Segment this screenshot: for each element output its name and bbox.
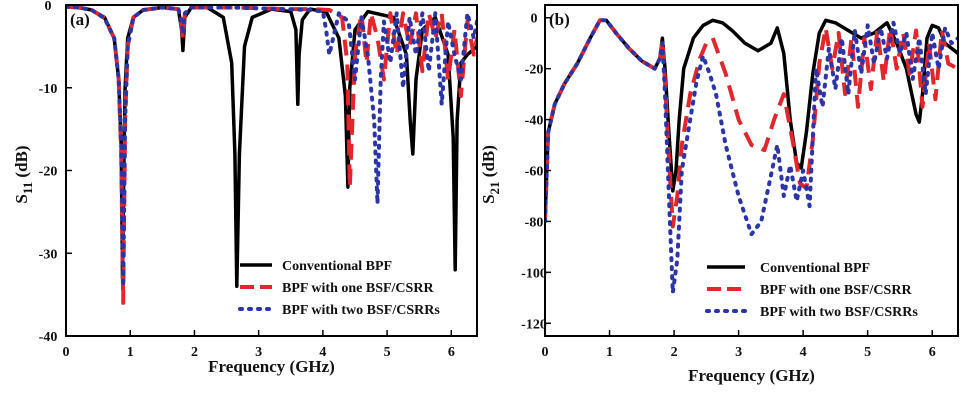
y-axis-title-sub-1: 21 <box>487 181 502 194</box>
x-tick-label-1-4: 4 <box>800 345 807 360</box>
legend-label-0-2: BPF with two BSF/CSRRs <box>282 303 440 318</box>
y-tick-label-0-4: -40 <box>39 330 58 345</box>
y-tick-label-0-3: -30 <box>39 247 58 262</box>
x-axis-title-0: Frequency (GHz) <box>208 357 335 376</box>
y-axis-title-sub-0: 11 <box>20 182 35 194</box>
series-line-1-2 <box>545 18 958 295</box>
x-tick-label-0-4: 4 <box>319 345 326 360</box>
legend-label-1-1: BPF with one BSF/CSRR <box>760 283 912 298</box>
y-tick-label-0-1: -10 <box>39 82 58 97</box>
y-axis-title-1: S21 (dB) <box>479 145 502 204</box>
series-line-0-1 <box>66 5 477 305</box>
y-axis-title-unit-1: (dB) <box>479 145 498 181</box>
x-tick-label-1-0: 0 <box>542 345 549 360</box>
y-tick-label-1-3: -60 <box>525 165 544 180</box>
y-axis-title-0: S11 (dB) <box>12 145 35 203</box>
x-tick-label-0-5: 5 <box>384 345 391 360</box>
y-tick-label-0-2: -20 <box>39 165 58 180</box>
x-tick-label-0-0: 0 <box>63 345 70 360</box>
series-line-0-2 <box>66 5 477 289</box>
x-tick-label-0-2: 2 <box>191 345 198 360</box>
y-tick-label-1-4: -80 <box>525 215 544 230</box>
x-tick-label-1-1: 1 <box>606 345 613 360</box>
y-axis-title-main-1: S <box>479 194 498 203</box>
panel-label-1: (b) <box>549 10 570 29</box>
y-tick-label-1-0: 0 <box>531 12 538 27</box>
y-axis-title-unit-0: (dB) <box>12 145 31 181</box>
series-line-1-0 <box>545 18 958 222</box>
y-tick-label-1-2: -40 <box>525 114 544 129</box>
y-axis-title-main-0: S <box>12 194 31 203</box>
chart-panel-1: 0 1 2 3 4 5 6 0 -20 -40 -60 -80 -100 -120 (b) Frequency… <box>479 4 959 385</box>
legend-label-1-0: Conventional BPF <box>760 261 870 276</box>
series-group-1 <box>545 18 958 295</box>
legend-label-0-1: BPF with one BSF/CSRR <box>282 281 434 296</box>
chart-panel-0: 0 1 2 3 4 5 6 0 -10 -20 -30 -40 (a) Frequency (GHz) S1… <box>12 0 478 376</box>
x-tick-label-0-3: 3 <box>255 345 262 360</box>
legend-label-0-0: Conventional BPF <box>282 259 392 274</box>
y-tick-label-1-1: -20 <box>525 63 544 78</box>
y-tick-label-1-6: -120 <box>521 317 547 332</box>
series-line-1-1 <box>545 18 958 229</box>
y-tick-label-0-0: 0 <box>45 0 52 14</box>
series-group-0 <box>66 5 477 305</box>
x-tick-label-1-5: 5 <box>864 345 871 360</box>
y-tick-label-1-5: -100 <box>521 266 547 281</box>
x-tick-label-1-6: 6 <box>929 345 936 360</box>
x-tick-label-0-6: 6 <box>448 345 455 360</box>
legend-0: Conventional BPF BPF with one BSF/CSRR BPF… <box>238 259 440 318</box>
legend-1: Conventional BPF BPF with one BSF/CSRR BPF… <box>705 261 918 320</box>
x-tick-label-1-2: 2 <box>671 345 678 360</box>
x-tick-label-1-3: 3 <box>735 345 742 360</box>
legend-label-1-2: BPF with two BSF/CSRRs <box>760 305 918 320</box>
panel-label-0: (a) <box>70 10 90 29</box>
x-axis-title-1: Frequency (GHz) <box>688 366 815 385</box>
x-tick-label-0-1: 1 <box>127 345 134 360</box>
